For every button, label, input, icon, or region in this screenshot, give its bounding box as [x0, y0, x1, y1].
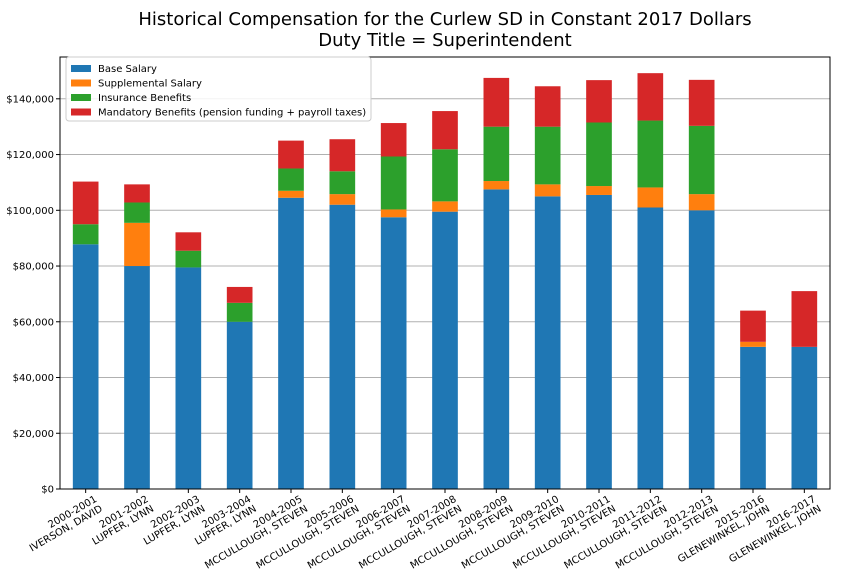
y-tick-label: $120,000 [6, 150, 54, 161]
legend-label: Supplemental Salary [98, 79, 202, 90]
legend-swatch [71, 79, 91, 87]
bar-segment-insurance-benefits [432, 149, 458, 202]
bar-segment-supplemental-salary [278, 190, 304, 198]
bar-segment-insurance-benefits [483, 126, 510, 182]
bar-segment-base-salary [175, 267, 202, 489]
y-tick-label: $20,000 [13, 429, 54, 440]
bar-segment-supplemental-salary [688, 194, 715, 211]
y-tick-label: $140,000 [6, 94, 54, 105]
bar-segment-insurance-benefits [688, 125, 715, 195]
bar-segment-base-salary [637, 207, 664, 489]
bar-segment-supplemental-salary [534, 184, 561, 197]
bar-segment-mandatory-benefits-pension-funding-payroll-taxes [329, 139, 356, 172]
bar-segment-mandatory-benefits-pension-funding-payroll-taxes [124, 184, 150, 203]
bar-segment-supplemental-salary [637, 187, 664, 208]
bar-segment-mandatory-benefits-pension-funding-payroll-taxes [740, 310, 766, 342]
chart-subtitle: Duty Title = Superintendent [318, 30, 571, 51]
bar-segment-mandatory-benefits-pension-funding-payroll-taxes [226, 286, 253, 303]
bar-segment-mandatory-benefits-pension-funding-payroll-taxes [278, 140, 304, 169]
legend-label: Mandatory Benefits (pension funding + pa… [98, 108, 366, 119]
bar-segment-insurance-benefits [534, 126, 561, 185]
y-tick-label: $40,000 [13, 373, 54, 384]
bar-segment-base-salary [329, 204, 356, 489]
bar-segment-supplemental-salary [586, 186, 612, 195]
bar-segment-insurance-benefits [124, 202, 150, 223]
legend-box [65, 56, 372, 122]
legend-label: Insurance Benefits [98, 93, 191, 104]
bar-segment-base-salary [483, 189, 510, 490]
bar-segment-insurance-benefits [226, 302, 253, 322]
x-axis: 2000-2001IVERSON, DAVID2001-2002LUPFER, … [22, 489, 823, 572]
bar-segment-supplemental-salary [483, 181, 510, 190]
bar-segment-mandatory-benefits-pension-funding-payroll-taxes [432, 111, 458, 150]
bar-segment-insurance-benefits [586, 122, 612, 187]
bar-segment-base-salary [791, 346, 818, 489]
bar-segment-base-salary [534, 196, 561, 489]
bar-segment-insurance-benefits [380, 156, 407, 210]
y-tick-label: $100,000 [6, 206, 54, 217]
legend-label: Base Salary [98, 64, 157, 75]
bar-segment-base-salary [278, 197, 304, 489]
bar-segment-base-salary [586, 194, 612, 489]
bar-segment-insurance-benefits [278, 168, 304, 191]
bar-segment-base-salary [432, 211, 458, 489]
bar-segment-base-salary [380, 217, 407, 490]
bar-segment-supplemental-salary [329, 194, 356, 205]
y-tick-label: $80,000 [13, 262, 54, 273]
bar-segment-base-salary [688, 210, 715, 489]
legend-swatch [71, 108, 91, 116]
bar-segment-mandatory-benefits-pension-funding-payroll-taxes [637, 73, 664, 121]
bar-segment-base-salary [72, 244, 99, 489]
bar-segment-insurance-benefits [637, 120, 664, 188]
bar-segment-base-salary [740, 346, 766, 489]
bars-layer [72, 73, 818, 490]
bar-segment-base-salary [124, 266, 150, 489]
legend-swatch [71, 65, 91, 72]
y-tick-label: $0 [41, 485, 54, 496]
bar-segment-insurance-benefits [175, 250, 202, 268]
bar-segment-insurance-benefits [329, 171, 356, 195]
chart-title: Historical Compensation for the Curlew S… [138, 9, 751, 30]
bar-segment-mandatory-benefits-pension-funding-payroll-taxes [534, 86, 561, 127]
bar-segment-mandatory-benefits-pension-funding-payroll-taxes [72, 181, 99, 225]
y-axis: $0 $20,000 $40,000 $60,000 $80,000 $100,000 $1… [6, 94, 60, 496]
bar-segment-mandatory-benefits-pension-funding-payroll-taxes [483, 77, 510, 127]
bar-segment-base-salary [226, 321, 253, 489]
bar-segment-mandatory-benefits-pension-funding-payroll-taxes [175, 232, 202, 251]
bar-segment-insurance-benefits [72, 224, 99, 245]
bar-segment-supplemental-salary [124, 222, 150, 267]
bar-segment-supplemental-salary [432, 201, 458, 212]
bar-segment-mandatory-benefits-pension-funding-payroll-taxes [688, 79, 715, 126]
bar-segment-mandatory-benefits-pension-funding-payroll-taxes [791, 291, 818, 347]
bar-segment-supplemental-salary [380, 209, 407, 218]
bar-segment-mandatory-benefits-pension-funding-payroll-taxes [586, 80, 612, 123]
y-tick-label: $60,000 [13, 317, 54, 328]
bar-segment-supplemental-salary [740, 341, 766, 347]
bar-segment-mandatory-benefits-pension-funding-payroll-taxes [380, 123, 407, 157]
legend-swatch [71, 94, 91, 101]
x-tick-label: 2000-2001IVERSON, DAVID [22, 494, 105, 554]
legend: Base Salary Supplemental Salary Insurance … [65, 56, 372, 122]
